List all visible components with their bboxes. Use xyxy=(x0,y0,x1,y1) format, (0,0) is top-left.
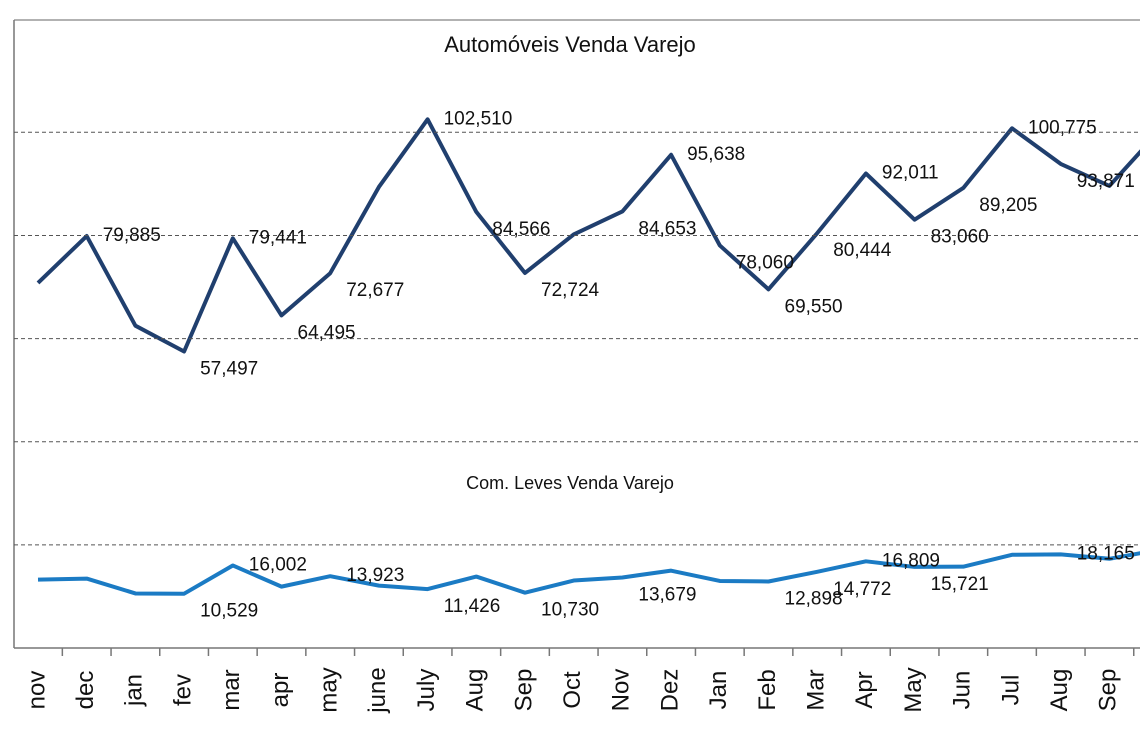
data-label: 10,730 xyxy=(541,600,599,621)
data-label: 79,441 xyxy=(249,227,307,248)
data-label: 12,898 xyxy=(785,589,843,610)
data-label: 16,809 xyxy=(882,550,940,571)
data-label: 92,011 xyxy=(882,163,939,184)
data-label: 16,002 xyxy=(249,554,307,575)
chart-subtitle: Com. Leves Venda Varejo xyxy=(466,473,674,493)
chart-title: Automóveis Venda Varejo xyxy=(444,32,696,57)
data-label: 15,721 xyxy=(931,574,989,595)
x-tick-label: june xyxy=(364,667,391,713)
x-tick-label: Dez xyxy=(656,669,683,712)
data-label: 10,529 xyxy=(200,601,258,622)
data-label: 79,885 xyxy=(103,225,161,246)
data-label: 64,495 xyxy=(298,322,356,343)
line-series xyxy=(36,117,1140,354)
x-tick-label: mar xyxy=(218,669,245,710)
x-tick-label: Apr xyxy=(851,671,878,708)
data-label: 11,426 xyxy=(444,596,501,617)
x-tick-label: may xyxy=(316,667,343,712)
x-tick-label: Sep xyxy=(510,669,537,712)
x-tick-label: Nov xyxy=(608,669,635,712)
data-label: 72,724 xyxy=(541,280,600,301)
line-series xyxy=(37,551,1140,596)
data-label: 83,060 xyxy=(931,227,989,248)
x-tick-label: Aug xyxy=(462,669,489,712)
data-label: 57,497 xyxy=(200,359,258,380)
x-tick-label: Oct xyxy=(559,671,586,709)
x-tick-label: July xyxy=(413,669,440,712)
x-tick-label: nov xyxy=(23,671,50,710)
x-tick-label: May xyxy=(900,667,927,712)
x-tick-label: Mar xyxy=(803,669,830,710)
data-label: 13,923 xyxy=(346,565,404,586)
data-label: 89,205 xyxy=(979,195,1037,216)
data-label: 78,060 xyxy=(736,252,794,273)
data-label: 95,638 xyxy=(687,144,745,165)
x-tick-label: Sep xyxy=(1095,669,1122,712)
x-tick-label: Jun xyxy=(949,671,976,710)
data-label: 14,772 xyxy=(833,579,891,600)
data-label: 100,775 xyxy=(1028,117,1097,138)
data-label: 84,566 xyxy=(492,219,550,240)
x-tick-label: Jul xyxy=(997,675,1024,706)
data-label: 18,165 xyxy=(1077,543,1135,564)
data-label: 84,653 xyxy=(638,218,696,239)
data-label: 13,679 xyxy=(638,584,696,605)
x-tick-label: dec xyxy=(72,671,99,710)
x-tick-label: Jan xyxy=(705,671,732,710)
data-label: 80,444 xyxy=(833,240,892,261)
plot xyxy=(36,117,1140,596)
data-label: 72,677 xyxy=(346,280,404,301)
x-tick-label: Aug xyxy=(1046,669,1073,712)
data-label: 69,550 xyxy=(785,296,843,317)
x-tick-label: apr xyxy=(267,673,294,708)
x-tick-label: Feb xyxy=(754,669,781,710)
data-label: 93,871 xyxy=(1077,171,1135,192)
data-label: 102,510 xyxy=(444,108,513,129)
x-tick-label: fev xyxy=(169,674,196,706)
x-tick-label: jan xyxy=(121,674,148,707)
